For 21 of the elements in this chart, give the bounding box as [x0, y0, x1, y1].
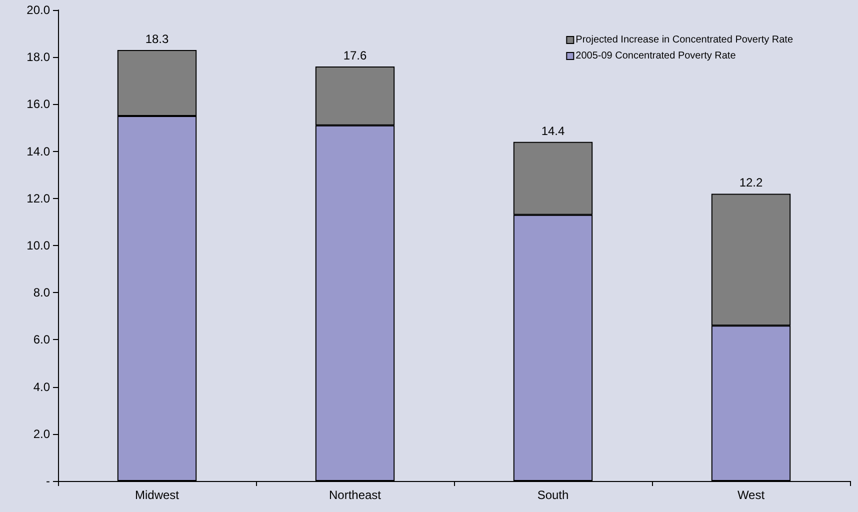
y-tick-label: 12.0 — [26, 191, 50, 206]
y-tick-label: 18.0 — [26, 50, 50, 64]
y-tick-label: 2.0 — [33, 426, 50, 441]
legend-label: Projected Increase in Concentrated Poverty Rate — [576, 34, 794, 46]
legend-label: 2005-09 Concentrated Poverty Rate — [576, 50, 736, 62]
x-tick-label: South — [537, 488, 569, 502]
y-tick-label: 4.0 — [33, 380, 50, 394]
total-label: 18.3 — [145, 32, 169, 46]
x-tick-label: Midwest — [134, 488, 180, 502]
total-label: 12.2 — [739, 176, 763, 190]
y-tick-label: 16.0 — [26, 97, 50, 112]
x-tick-label: Northeast — [328, 488, 382, 502]
y-tick-label: - — [46, 474, 50, 488]
y-tick-label: 6.0 — [33, 332, 50, 347]
y-tick-label: 14.0 — [26, 144, 50, 158]
y-tick-label: 8.0 — [33, 286, 50, 300]
total-label: 14.4 — [541, 124, 565, 138]
y-tick-label: 10.0 — [26, 238, 50, 252]
total-label: 17.6 — [343, 48, 367, 63]
y-tick-label: 20.0 — [26, 3, 50, 17]
x-tick-label: West — [737, 488, 766, 502]
